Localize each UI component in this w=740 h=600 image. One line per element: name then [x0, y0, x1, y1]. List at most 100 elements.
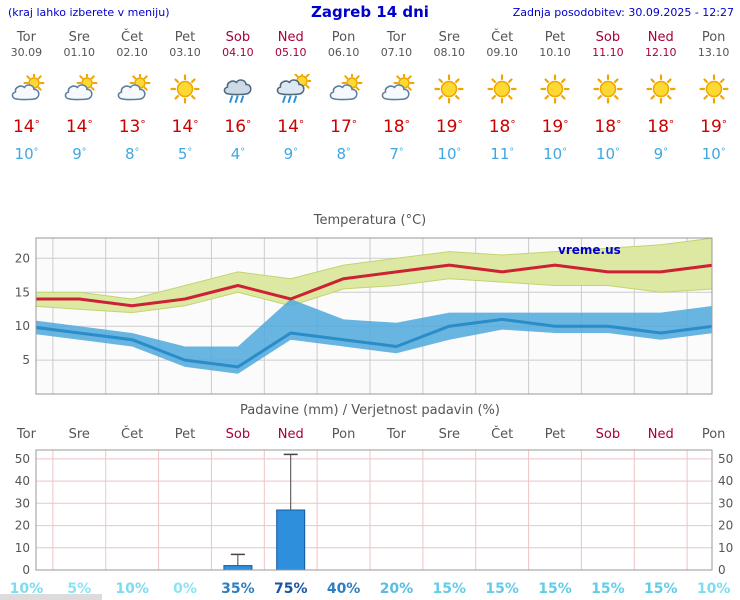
temperature-chart: 5 10 15 20 [15, 237, 713, 395]
svg-text:40: 40 [15, 474, 30, 488]
day-date: 12.10 [644, 46, 677, 59]
day-high-temp: 14° [65, 117, 93, 137]
day-high-temp: 18° [647, 117, 675, 137]
precip-probability: 20% [379, 581, 414, 597]
precip-probability: 10% [9, 581, 44, 597]
sun-icon [476, 74, 529, 106]
day-high-temp: 16° [224, 117, 252, 137]
rain-sun-icon [264, 74, 317, 106]
day-high-temp: 13° [118, 117, 146, 137]
sun-icon [687, 74, 740, 106]
day-name: Pet [174, 30, 196, 45]
sun-behind-cloud-icon [0, 74, 53, 106]
svg-text:20: 20 [15, 519, 30, 533]
day-date: 05.10 [274, 46, 307, 59]
day-name: Tor [16, 30, 36, 45]
day-name: Pon [331, 30, 356, 45]
forecast-day-03.10[interactable]: Pet 03.10 14° 5° [159, 30, 212, 164]
day-low-temp: 9° [653, 145, 668, 163]
precip-probability: 75% [273, 581, 308, 597]
precipitation-chart-title: Padavine (mm) / Verjetnost padavin (%) [240, 403, 500, 418]
day-low-temp: 7° [389, 145, 404, 163]
precip-day-label: Ned [277, 427, 304, 442]
last-update: Zadnja posodobitev: 30.09.2025 - 12:27 [512, 6, 734, 19]
forecast-day-04.10[interactable]: Sob 04.10 16° 4° [211, 30, 264, 164]
forecast-day-12.10[interactable]: Ned 12.10 18° 9° [634, 30, 687, 164]
precip-day-label: Sre [68, 427, 90, 442]
forecast-day-05.10[interactable]: Ned 05.10 14° 9° [264, 30, 317, 164]
day-name: Sre [68, 30, 90, 45]
sun-behind-cloud-icon [370, 74, 423, 106]
day-name: Sre [438, 30, 460, 45]
precipitation-chart: 0 0 10 10 20 20 30 30 40 40 50 50 [15, 449, 733, 577]
day-date: 03.10 [169, 46, 201, 59]
precip-probability: 15% [485, 581, 519, 597]
sun-behind-cloud-icon [53, 74, 106, 106]
sun-icon [634, 74, 687, 106]
precip-day-label: Sob [595, 427, 621, 442]
day-date: 02.10 [116, 46, 148, 59]
forecast-day-02.10[interactable]: Čet 02.10 13° 8° [106, 30, 159, 164]
day-date: 09.10 [486, 46, 518, 59]
day-high-temp: 18° [382, 117, 410, 137]
precip-probability: 15% [538, 581, 572, 597]
precip-probability: 10% [115, 581, 149, 597]
precip-day-label: Čet [121, 427, 144, 442]
day-low-temp: 4° [230, 145, 245, 163]
forecast-day-30.09[interactable]: Tor 30.09 14° 10° [0, 30, 53, 164]
day-low-temp: 8° [125, 145, 140, 163]
day-low-temp: 5° [177, 145, 193, 163]
sun-icon [529, 74, 582, 106]
day-high-temp: 18° [488, 117, 516, 137]
day-date: 11.10 [592, 46, 624, 59]
vreme-us-link[interactable]: vreme.us [558, 243, 621, 257]
svg-text:20: 20 [15, 251, 30, 265]
day-low-temp: 10° [701, 145, 726, 163]
day-high-temp: 19° [435, 117, 463, 137]
precip-probability: 10% [696, 581, 731, 597]
svg-text:10: 10 [15, 541, 30, 555]
svg-text:5: 5 [22, 353, 30, 367]
day-name: Čet [121, 30, 144, 45]
forecast-day-09.10[interactable]: Čet 09.10 18° 11° [476, 30, 529, 164]
day-date: 13.10 [697, 46, 730, 59]
svg-text:10: 10 [718, 541, 733, 555]
day-name: Ned [647, 30, 674, 45]
precip-probability-row: 10% 5% 10% 0% 35% 75% 40% 20% 15% 15% 15% 15% 15% 10% [0, 581, 740, 597]
svg-text:50: 50 [15, 452, 30, 466]
forecast-day-06.10[interactable]: Pon 06.10 17° 8° [317, 30, 370, 164]
svg-text:40: 40 [718, 474, 733, 488]
day-date: 04.10 [222, 46, 254, 59]
forecast-day-11.10[interactable]: Sob 11.10 18° 10° [581, 30, 634, 164]
svg-text:30: 30 [15, 496, 30, 510]
temperature-chart-title: Temperatura (°C) [313, 213, 427, 228]
page-title: Zagreb 14 dni [311, 3, 429, 21]
precip-probability: 0% [173, 581, 197, 597]
day-low-temp: 11° [490, 145, 515, 163]
forecast-day-07.10[interactable]: Tor 07.10 18° 7° [370, 30, 423, 164]
sun-icon [159, 74, 212, 106]
forecast-day-10.10[interactable]: Pet 10.10 19° 10° [529, 30, 582, 164]
day-high-temp: 14° [277, 117, 305, 137]
day-high-temp: 19° [700, 117, 728, 137]
footer-strip [0, 594, 102, 600]
svg-text:15: 15 [15, 285, 30, 299]
day-low-temp: 10° [437, 145, 462, 163]
precip-day-label: Čet [491, 427, 514, 442]
precip-day-label: Ned [647, 427, 674, 442]
day-date: 10.10 [539, 46, 571, 59]
sun-icon [581, 74, 634, 106]
forecast-day-13.10[interactable]: Pon 13.10 19° 10° [687, 30, 740, 164]
day-high-temp: 14° [12, 117, 40, 137]
sun-behind-cloud-icon [106, 74, 159, 106]
forecast-day-01.10[interactable]: Sre 01.10 14° 9° [53, 30, 106, 164]
precip-probability: 5% [67, 581, 92, 597]
precip-day-labels: Tor Sre Čet Pet Sob Ned Pon Tor Sre Čet Pet Sob Ned P… [0, 427, 740, 443]
precip-day-label: Pet [544, 427, 566, 442]
precip-probability: 15% [432, 581, 467, 597]
day-low-temp: 10° [596, 145, 620, 163]
svg-text:0: 0 [718, 563, 726, 577]
precip-day-label: Sre [438, 427, 460, 442]
forecast-day-08.10[interactable]: Sre 08.10 19° 10° [423, 30, 476, 164]
